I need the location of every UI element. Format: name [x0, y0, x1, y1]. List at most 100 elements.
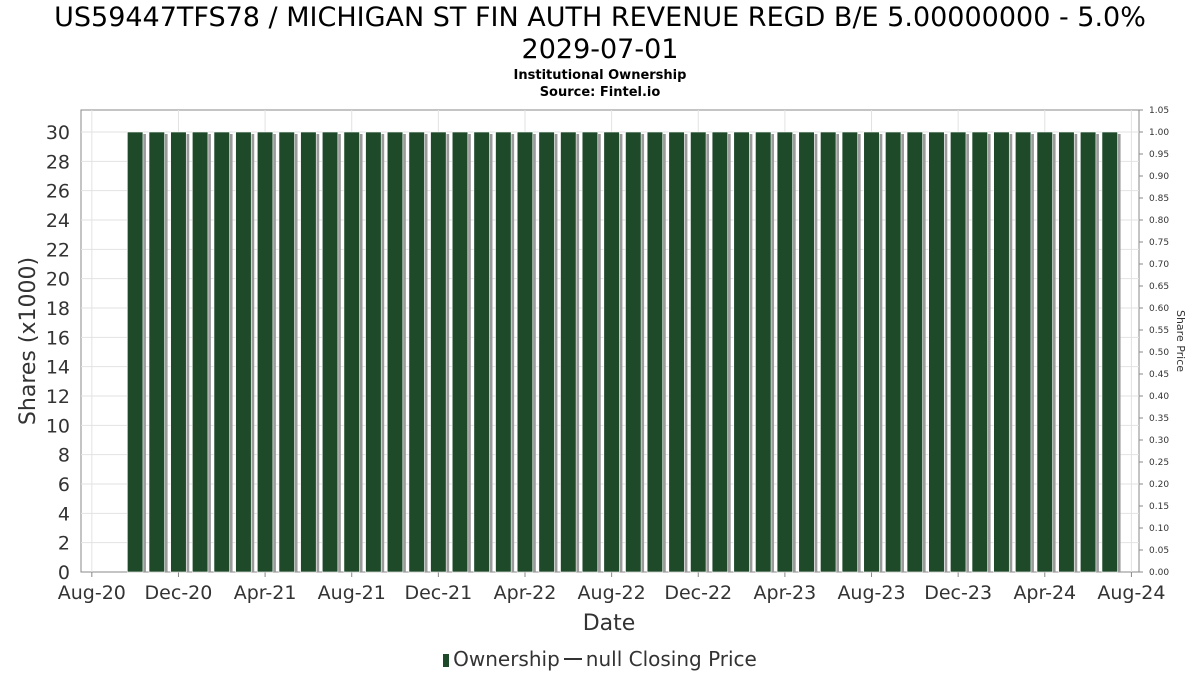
- ownership-bar: [690, 131, 707, 573]
- y-tick-label: 0: [58, 562, 70, 584]
- y-tick-label: 18: [46, 298, 70, 320]
- y2-tick-label: 0.90: [1149, 172, 1169, 182]
- y2-tick-label: 0.25: [1149, 458, 1169, 468]
- y-tick-label: 6: [58, 474, 70, 496]
- y-tick-label: 20: [46, 269, 70, 291]
- ownership-bar: [343, 131, 360, 573]
- ownership-bar: [841, 131, 858, 573]
- x-tick-label: Dec-21: [404, 582, 472, 604]
- ownership-bar: [928, 131, 945, 573]
- y-tick-label: 4: [58, 503, 70, 525]
- ownership-bar: [711, 131, 729, 573]
- ownership-bar: [127, 131, 144, 573]
- chart-subtitle: Institutional Ownership: [513, 68, 687, 83]
- y-tick-label: 12: [46, 386, 70, 408]
- ownership-bar: [1058, 131, 1075, 573]
- y2-tick-label: 1.05: [1149, 106, 1169, 116]
- ownership-bar: [278, 131, 295, 573]
- ownership-bar: [321, 131, 339, 573]
- y2-tick-label: 0.65: [1149, 282, 1169, 292]
- ownership-bar: [798, 131, 815, 573]
- y-tick-label: 24: [46, 210, 70, 232]
- chart-title: US59447TFS78 / MICHIGAN ST FIN AUTH REVE…: [0, 2, 1200, 66]
- y2-tick-label: 0.15: [1149, 502, 1169, 512]
- ownership-bar: [950, 131, 967, 573]
- y-tick-label: 30: [46, 122, 70, 144]
- ownership-bar: [863, 131, 880, 573]
- y2-tick-label: 0.45: [1149, 370, 1169, 380]
- ownership-legend-swatch: [443, 654, 450, 667]
- x-tick-label: Dec-20: [145, 582, 213, 604]
- x-tick-label: Aug-20: [58, 582, 126, 604]
- y2-tick-label: 0.20: [1149, 480, 1169, 490]
- x-tick-label: Aug-24: [1097, 582, 1165, 604]
- y-tick-label: 2: [58, 533, 70, 555]
- ownership-bar: [993, 131, 1010, 573]
- ownership-bar: [820, 131, 837, 573]
- ownership-bar: [213, 131, 230, 573]
- ownership-bar: [625, 131, 642, 573]
- y-tick-label: 28: [46, 151, 70, 173]
- y2-tick-label: 0.00: [1149, 568, 1169, 578]
- y-tick-label: 8: [58, 445, 70, 467]
- ownership-bar: [560, 131, 577, 573]
- ownership-bar: [451, 131, 469, 573]
- x-tick-label: Dec-22: [664, 582, 732, 604]
- ownership-bar: [603, 131, 620, 573]
- y2-tick-label: 0.75: [1149, 238, 1169, 248]
- ownership-bar: [430, 131, 447, 573]
- legend-ownership-label: Ownership: [453, 647, 560, 671]
- ownership-bar: [300, 131, 317, 573]
- y2-tick-label: 1.00: [1149, 128, 1169, 138]
- y-axis-title: Shares (x1000): [16, 257, 41, 425]
- y2-tick-label: 0.85: [1149, 194, 1169, 204]
- x-tick-label: Aug-21: [318, 582, 386, 604]
- y2-tick-label: 0.30: [1149, 436, 1169, 446]
- price-legend-swatch: [563, 658, 582, 660]
- ownership-bar: [733, 131, 750, 573]
- ownership-bar: [971, 131, 988, 573]
- ownership-bar: [235, 131, 252, 573]
- x-tick-label: Dec-23: [924, 582, 992, 604]
- ownership-bar: [1015, 131, 1032, 573]
- y-tick-label: 22: [46, 239, 70, 261]
- y2-axis-title: Share Price: [1174, 310, 1187, 372]
- y-tick-label: 16: [46, 327, 70, 349]
- ownership-bar: [495, 131, 512, 573]
- ownership-bar: [581, 131, 599, 573]
- y2-tick-label: 0.40: [1149, 392, 1169, 402]
- chart-title-line1: US59447TFS78 / MICHIGAN ST FIN AUTH REVE…: [54, 2, 1146, 33]
- ownership-bar: [473, 131, 490, 573]
- x-tick-label: Apr-24: [1013, 582, 1076, 604]
- y2-tick-label: 0.05: [1149, 546, 1169, 556]
- ownership-bar: [755, 131, 772, 573]
- y2-tick-label: 0.35: [1149, 414, 1169, 424]
- y2-tick-label: 0.55: [1149, 326, 1169, 336]
- x-tick-label: Aug-22: [578, 582, 646, 604]
- y-tick-label: 14: [46, 357, 70, 379]
- x-tick-label: Apr-22: [494, 582, 557, 604]
- ownership-bar: [256, 131, 274, 573]
- y2-tick-label: 0.10: [1149, 524, 1169, 534]
- y-tick-label: 26: [46, 181, 70, 203]
- ownership-bar: [170, 131, 187, 573]
- y-tick-label: 10: [46, 415, 70, 437]
- ownership-bar: [538, 131, 555, 573]
- x-tick-label: Aug-23: [837, 582, 905, 604]
- ownership-bar: [668, 131, 685, 573]
- y2-tick-label: 0.70: [1149, 260, 1169, 270]
- y2-tick-label: 0.80: [1149, 216, 1169, 226]
- y2-tick-label: 0.60: [1149, 304, 1169, 314]
- ownership-bar: [776, 131, 793, 573]
- x-axis-title: Date: [583, 611, 636, 636]
- ownership-bar: [148, 131, 165, 573]
- legend-price-label: null Closing Price: [585, 647, 757, 671]
- y2-tick-label: 0.95: [1149, 150, 1169, 160]
- ownership-bar: [192, 131, 209, 573]
- ownership-bar: [516, 131, 534, 573]
- chart-source: Source: Fintel.io: [539, 85, 661, 100]
- ownership-bar: [906, 131, 923, 573]
- ownership-bar: [646, 131, 664, 573]
- x-tick-label: Apr-21: [234, 582, 297, 604]
